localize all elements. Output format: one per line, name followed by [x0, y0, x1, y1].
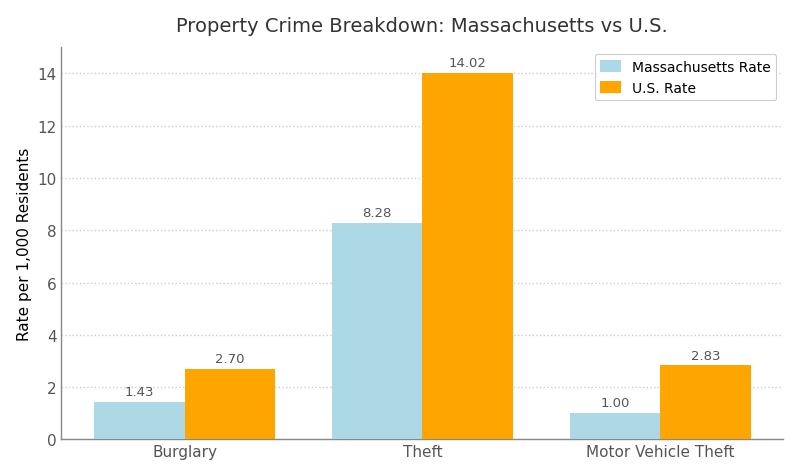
Text: 1.43: 1.43	[125, 386, 154, 398]
Y-axis label: Rate per 1,000 Residents: Rate per 1,000 Residents	[17, 148, 32, 340]
Bar	[94, 402, 185, 439]
Bar	[332, 224, 422, 439]
Text: 8.28: 8.28	[362, 207, 392, 219]
Text: 2.83: 2.83	[690, 349, 720, 362]
Title: Property Crime Breakdown: Massachusetts vs U.S.: Property Crime Breakdown: Massachusetts …	[177, 17, 668, 36]
Text: 1.00: 1.00	[600, 397, 630, 409]
Legend: Massachusetts Rate, U.S. Rate: Massachusetts Rate, U.S. Rate	[594, 55, 776, 101]
Bar	[185, 369, 275, 439]
Bar	[570, 414, 660, 439]
Text: 2.70: 2.70	[215, 352, 245, 365]
Bar	[660, 366, 750, 439]
Text: 14.02: 14.02	[449, 57, 486, 70]
Bar	[422, 74, 513, 439]
